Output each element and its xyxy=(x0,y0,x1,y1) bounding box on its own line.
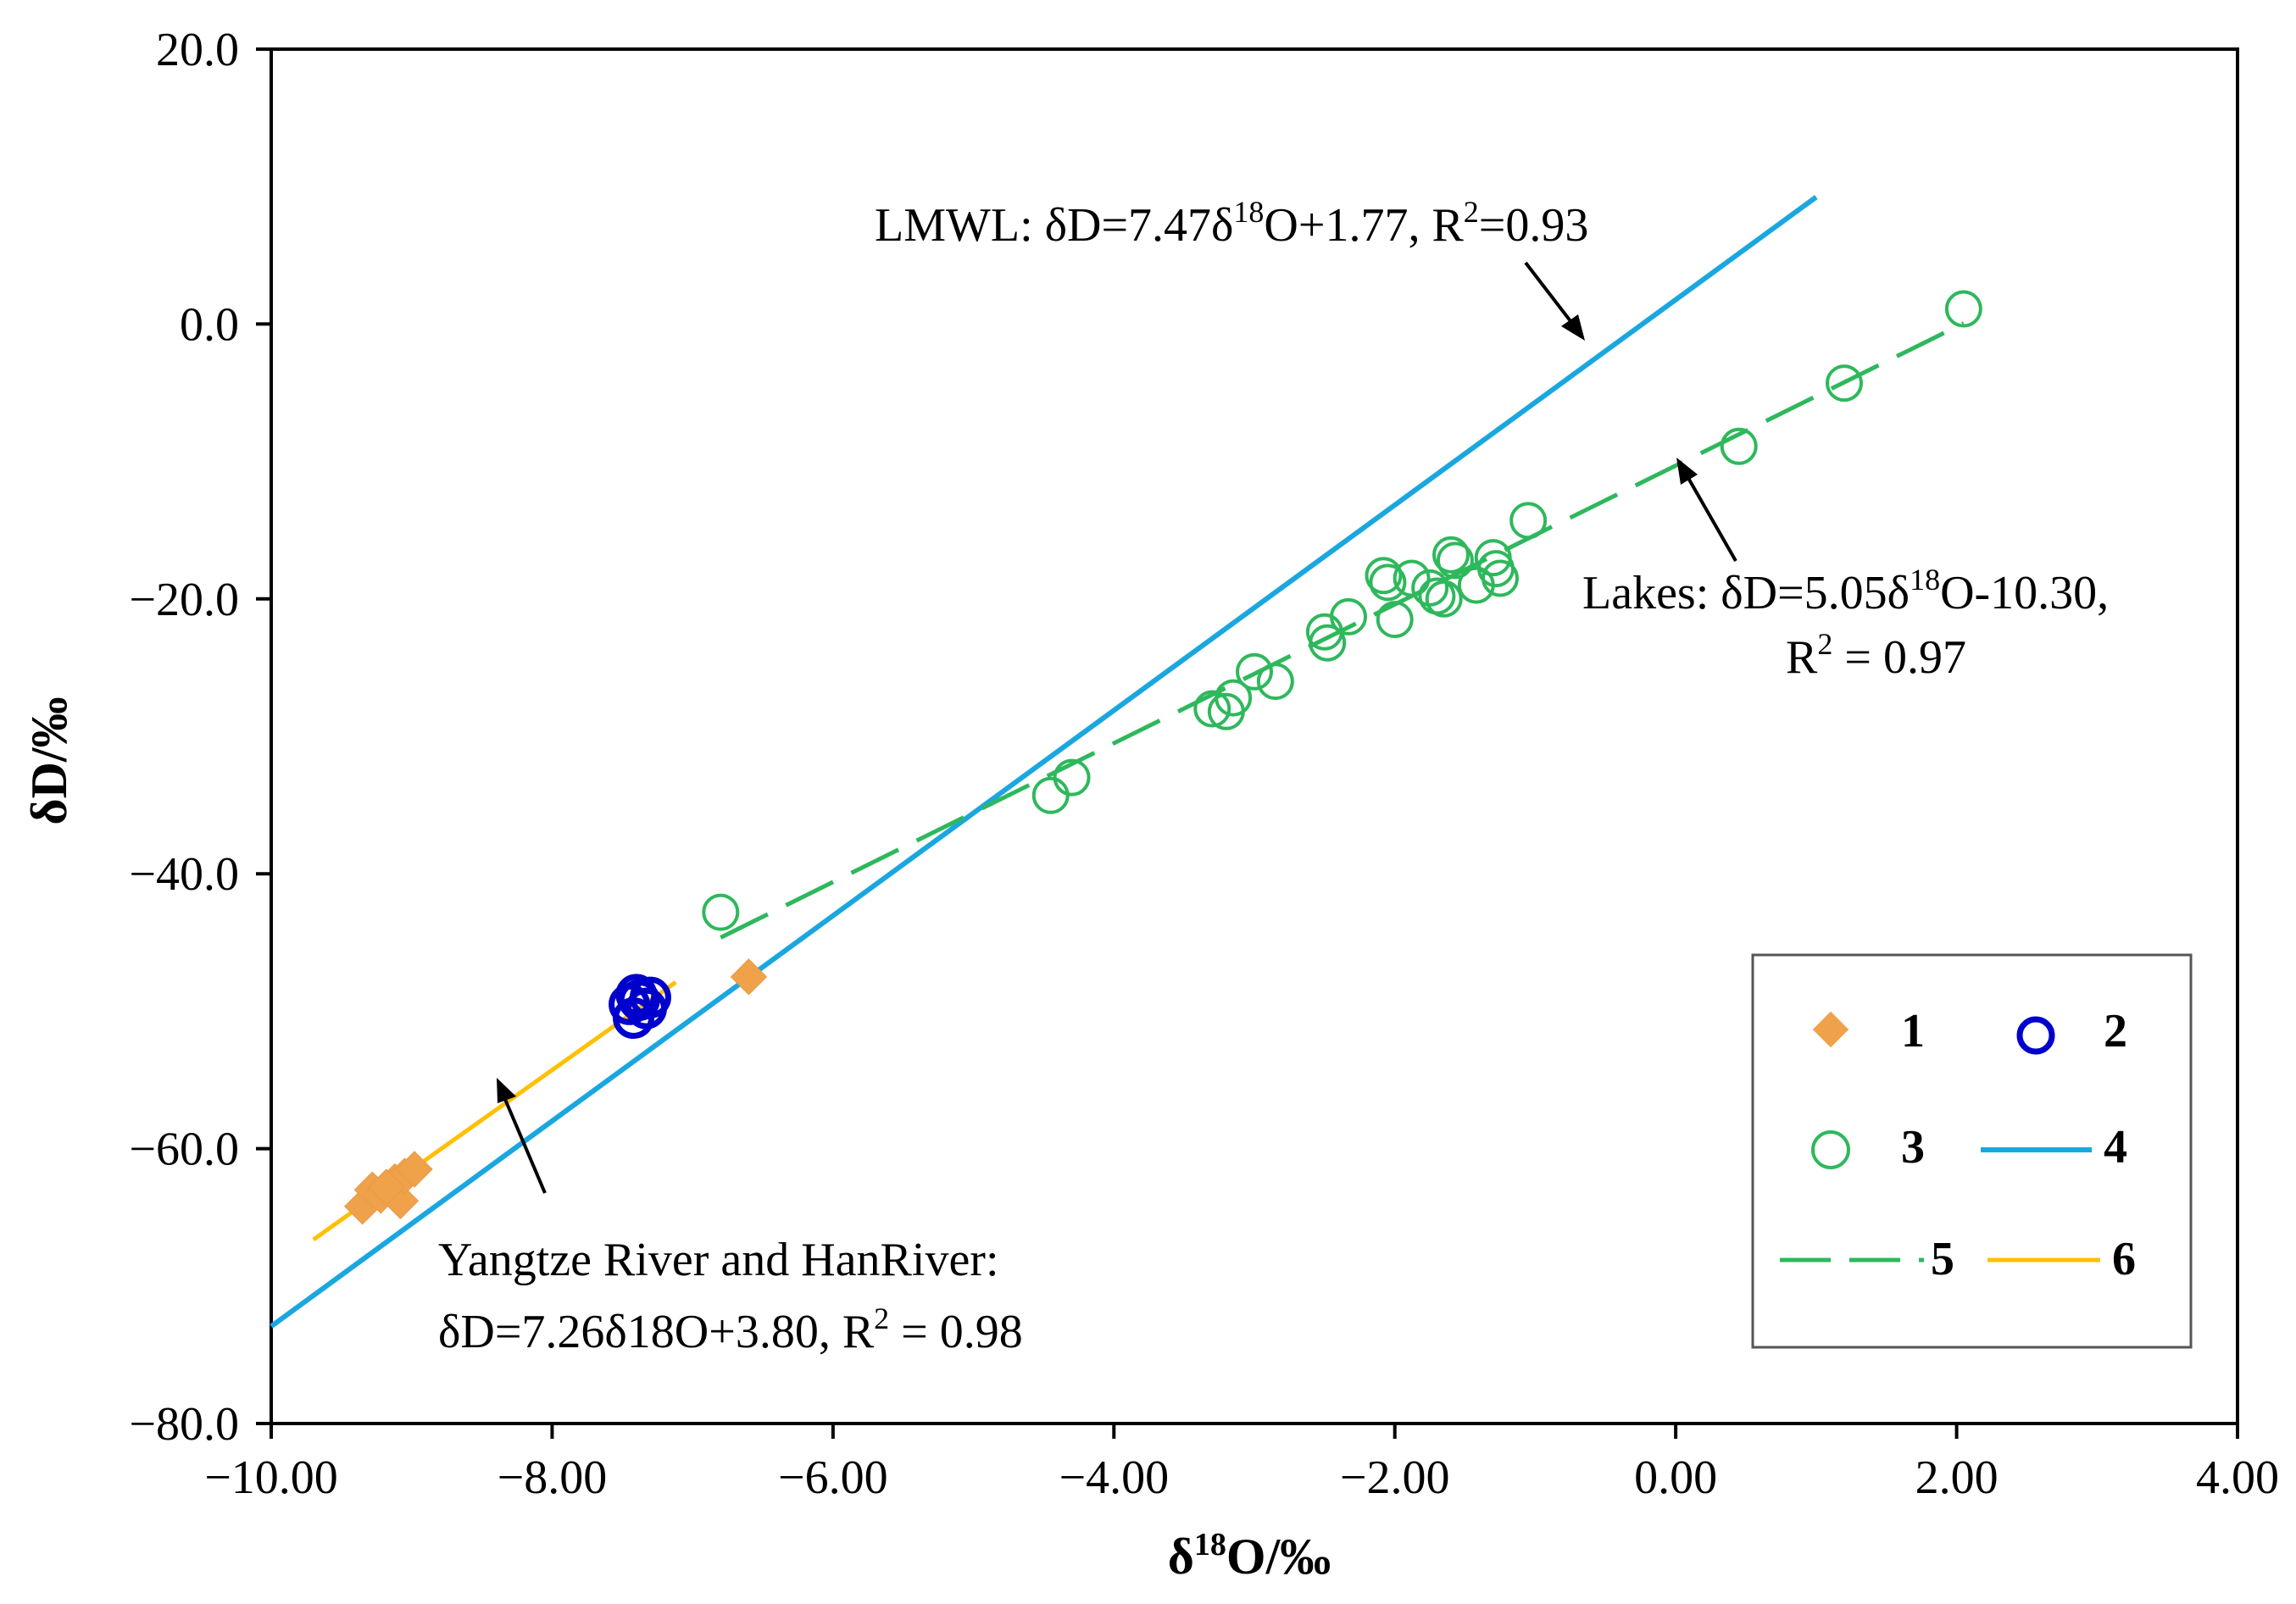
data-point-series-3 xyxy=(1256,663,1294,701)
y-tick-label: 20.0 xyxy=(156,24,239,76)
svg-text:δD=7.26δ18O+3.80, R2 = 0.98: δD=7.26δ18O+3.80, R2 = 0.98 xyxy=(438,1302,1023,1358)
lmwl-eq-sup2: 2 xyxy=(1464,195,1479,229)
legend-label-2: 2 xyxy=(2104,1005,2127,1057)
svg-text:Yangtze River and HanRiver:: Yangtze River and HanRiver: xyxy=(438,1234,999,1286)
data-point-series-3 xyxy=(1215,679,1253,717)
data-points-layer xyxy=(344,290,1982,1225)
axes-layer xyxy=(256,47,2239,1439)
rivers-annotation: Yangtze River and HanRiver: δD=7.26δ18O+… xyxy=(438,1078,1023,1358)
legend: 1 2 3 4 5 6 xyxy=(1751,953,2193,1349)
regression-line-4 xyxy=(270,195,1818,1329)
legend-marker-blue-circle xyxy=(2016,1016,2055,1055)
x-tick-label: 4.00 xyxy=(2196,1451,2279,1504)
data-point-series-2 xyxy=(615,974,658,1016)
data-point-series-3 xyxy=(1369,563,1407,602)
data-point-series-3 xyxy=(1031,776,1070,814)
lakes-arrow xyxy=(1676,458,1737,562)
data-point-series-3 xyxy=(1826,364,1863,402)
legend-entry-2: 2 xyxy=(2016,1005,2127,1057)
lakes-eq-sup18: 18 xyxy=(1910,563,1940,597)
y-tick-label: −40.0 xyxy=(129,848,239,901)
y-tick-label: −20.0 xyxy=(129,574,239,626)
x-axis-title-sup: 18 xyxy=(1194,1527,1226,1562)
x-tick-label: 0.00 xyxy=(1634,1451,1717,1504)
y-axis-title: δD/‰ xyxy=(21,697,77,824)
legend-label-3: 3 xyxy=(1901,1121,1925,1174)
regression-lines-layer xyxy=(270,195,1965,1329)
legend-label-5: 5 xyxy=(1931,1233,1954,1285)
data-point-series-3 xyxy=(1425,580,1463,618)
legend-entry-6: 6 xyxy=(1987,1233,2136,1285)
data-point-series-3 xyxy=(1376,601,1414,639)
y-tick-label: −60.0 xyxy=(129,1124,239,1176)
svg-text:Lakes: δD=5.05δ18O-10.30,: Lakes: δD=5.05δ18O-10.30, xyxy=(1582,563,2109,619)
lakes-r-label: R xyxy=(1786,631,1818,684)
x-tick-label: 2.00 xyxy=(1915,1451,1999,1504)
lmwl-annotation: LMWL: δD=7.47δ18O+1.77, R2=0.93 xyxy=(875,195,1588,341)
data-point-series-1 xyxy=(396,1151,433,1188)
y-tick-label: −80.0 xyxy=(129,1398,239,1451)
x-tick-label: −10.00 xyxy=(204,1451,338,1504)
data-point-series-3 xyxy=(1053,758,1091,796)
lmwl-eq-part1: LMWL: δD=7.47δ xyxy=(875,199,1233,252)
data-point-series-3 xyxy=(1411,569,1449,607)
legend-marker-diamond xyxy=(1812,1011,1849,1048)
rivers-eq-sup2: 2 xyxy=(874,1302,889,1335)
lakes-r-sup2: 2 xyxy=(1817,627,1832,661)
lmwl-eq-part2: O+1.77, R xyxy=(1264,199,1464,252)
data-point-series-3 xyxy=(1365,557,1403,595)
data-point-series-3 xyxy=(1509,502,1548,540)
data-point-series-3 xyxy=(1236,652,1273,691)
data-point-series-3 xyxy=(1393,559,1431,597)
data-point-series-3 xyxy=(1193,690,1231,728)
legend-label-6: 6 xyxy=(2112,1233,2136,1285)
data-point-series-3 xyxy=(1720,427,1758,465)
rivers-arrow xyxy=(497,1078,547,1194)
lakes-eq-part1: Lakes: δD=5.05δ xyxy=(1582,567,1910,619)
legend-entry-1: 1 xyxy=(1812,1005,1925,1057)
x-axis-title: δ18O/‰ xyxy=(1168,1527,1331,1585)
tick-labels-layer: −10.00 −8.00 −6.00 −4.00 −2.00 0.00 2.00 4.0020… xyxy=(129,24,2279,1504)
legend-label-1: 1 xyxy=(1901,1005,1925,1057)
lmwl-eq-part3: =0.93 xyxy=(1479,199,1589,252)
legend-entry-4: 4 xyxy=(1981,1121,2127,1174)
y-tick-label: 0.0 xyxy=(180,298,239,351)
data-point-series-1 xyxy=(368,1168,405,1206)
rivers-eq-title: Yangtze River and HanRiver: xyxy=(438,1234,999,1286)
x-tick-label: −4.00 xyxy=(1059,1451,1169,1504)
legend-marker-green-circle xyxy=(1811,1130,1850,1169)
data-point-series-3 xyxy=(1477,550,1515,588)
data-point-series-3 xyxy=(1309,624,1347,662)
data-point-series-1 xyxy=(730,958,768,996)
svg-text:LMWL: δD=7.47δ18O+1.77, R2=0.9: LMWL: δD=7.47δ18O+1.77, R2=0.93 xyxy=(875,195,1588,252)
x-tick-label: −6.00 xyxy=(778,1451,888,1504)
x-tick-label: −2.00 xyxy=(1340,1451,1450,1504)
svg-text:R2 = 0.97: R2 = 0.97 xyxy=(1786,627,1966,684)
data-point-series-3 xyxy=(1436,541,1474,580)
legend-entry-5: 5 xyxy=(1780,1233,1954,1285)
plot-frame xyxy=(270,47,2239,1425)
rivers-eq-part1: δD=7.26δ18O+3.80, R xyxy=(438,1306,875,1358)
x-tick-label: −8.00 xyxy=(498,1451,608,1504)
data-point-series-3 xyxy=(702,893,740,931)
lmwl-eq-sup18: 18 xyxy=(1233,195,1264,229)
legend-entry-3: 3 xyxy=(1811,1121,1925,1174)
lmwl-arrow xyxy=(1524,261,1585,341)
data-point-series-3 xyxy=(1432,536,1470,574)
data-point-series-3 xyxy=(1944,290,1982,328)
lakes-r-value: = 0.97 xyxy=(1832,631,1966,684)
legend-label-4: 4 xyxy=(2104,1121,2127,1174)
lakes-eq-part2: O-10.30, xyxy=(1940,567,2109,619)
rivers-eq-part2: = 0.98 xyxy=(889,1306,1023,1358)
lakes-annotation: Lakes: δD=5.05δ18O-10.30, R2 = 0.97 xyxy=(1582,458,2109,684)
data-point-series-3 xyxy=(1330,597,1368,635)
